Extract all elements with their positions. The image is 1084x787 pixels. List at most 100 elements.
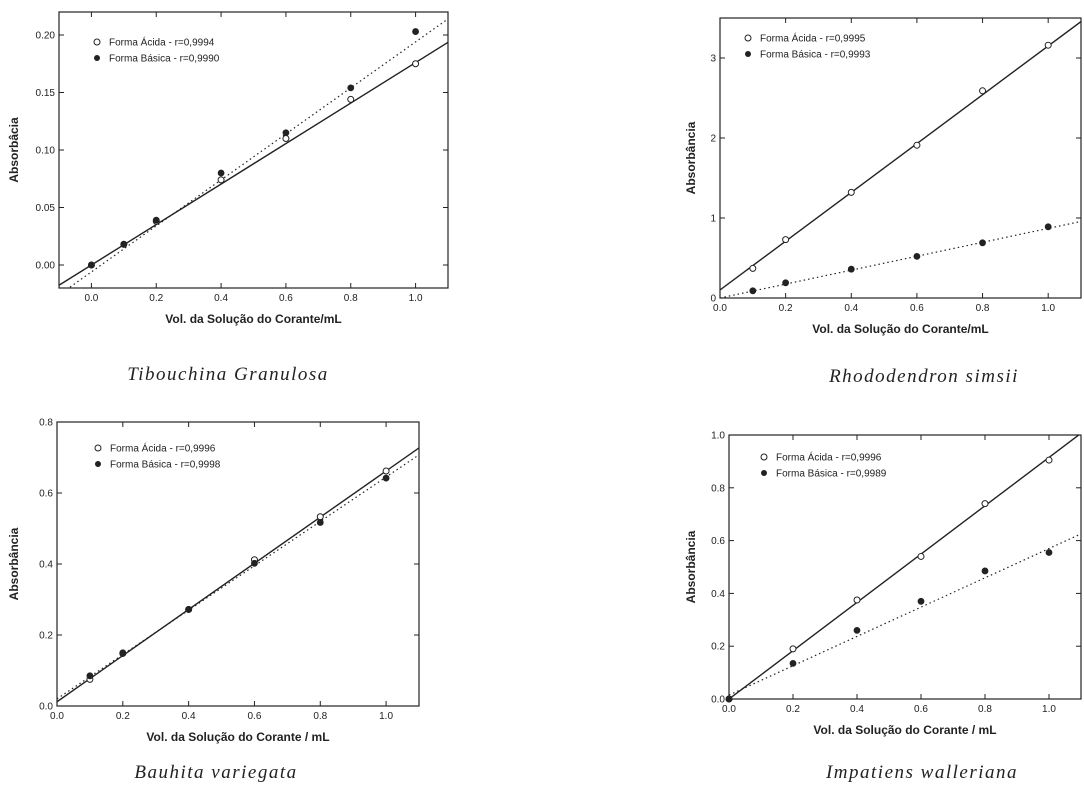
x-tick-label: 0.8 [976,303,990,314]
x-tick-label: 0.0 [50,711,64,722]
legend-marker-basic [745,51,751,57]
y-tick-label: 0.10 [36,146,56,157]
y-tick-label: 0.8 [711,483,725,494]
legend-label: Forma Ácida - r=0,9996 [110,442,216,455]
legend-label: Forma Básica - r=0,9998 [110,460,221,471]
chart-panel-rhododendron: 0.0 0.2 0.4 0.6 0.8 1.0 0 1 2 3 Vol. da Solução do… [684,17,1082,387]
data-point-basic [917,597,925,605]
x-tick-label: 0.4 [850,704,864,715]
data-point-basic [119,649,127,657]
data-point-acid [789,645,797,653]
y-tick-label: 0.0 [711,695,725,706]
x-tick-label: 0.2 [116,711,130,722]
fit-line-basic [720,220,1081,298]
x-tick-label: 0.6 [910,303,924,314]
x-tick-label: 0.0 [84,293,98,304]
data-point-acid [847,188,855,196]
chart-caption: Tibouchina Granulosa [127,364,329,385]
data-point-acid [913,141,921,149]
chart-panel-tibouchina: 0.0 0.2 0.4 0.6 0.8 1.0 0.00 0.05 0.10 0.15 0.20 Vo… [7,11,449,385]
data-point-basic [120,240,128,248]
data-point-basic [316,519,324,526]
data-point-acid [382,467,390,475]
data-point-basic [749,287,757,295]
legend-label: Forma Básica - r=0,9989 [776,469,887,480]
data-point-acid [1044,41,1052,49]
x-tick-label: 0.4 [182,711,196,722]
y-axis-title: Absorbância [684,530,698,603]
chart-panel-impatiens: 0.0 0.2 0.4 0.6 0.8 1.0 0.0 0.2 0.4 0.6 0.8 1.0 Vol.… [684,431,1082,783]
legend-label: Forma Ácida - r=0,9995 [760,32,866,45]
data-point-basic [1044,223,1052,231]
legend-marker-acid [94,444,102,452]
x-axis-title: Vol. da Solução do Corante/mL [812,322,988,336]
fit-line-acid [57,447,419,703]
y-tick-label: 1 [710,214,716,225]
fit-line-basic [57,454,419,700]
data-point-basic [347,84,355,92]
chart-caption: Bauhita variegata [134,762,297,783]
data-point-basic [853,626,861,634]
y-tick-label: 0.2 [39,631,53,642]
data-point-acid [217,176,225,184]
y-tick-label: 0.00 [36,261,56,272]
y-tick-label: 1.0 [711,431,725,442]
data-point-basic [979,239,986,247]
x-axis-title: Vol. da Solução do Corante / mL [146,730,329,744]
x-tick-label: 0.2 [786,704,800,715]
data-point-acid [782,236,790,244]
x-tick-label: 0.0 [713,303,727,314]
y-tick-label: 0.15 [36,88,56,99]
x-axis-title: Vol. da Solução do Corante/mL [165,312,341,326]
x-tick-label: 0.8 [344,293,358,304]
data-point-acid [316,513,324,521]
x-tick-label: 0.2 [149,293,163,304]
data-point-basic [1045,549,1053,556]
y-tick-label: 0.0 [39,702,53,713]
data-point-acid [853,596,861,604]
y-tick-label: 0.05 [36,203,56,214]
chart-caption: Rhododendron simsii [828,366,1019,387]
plot-frame [728,434,1082,700]
legend-marker-basic [94,55,100,61]
x-tick-label: 0.6 [914,704,928,715]
fit-line-basic [67,18,448,288]
data-point-basic [412,28,419,35]
data-point-basic [981,567,989,575]
legend-marker-basic [761,470,767,476]
legend-marker-acid [760,453,768,461]
x-tick-label: 0.6 [279,293,293,304]
data-point-basic [913,252,921,260]
fit-line-acid [729,435,1080,699]
legend-label: Forma Básica - r=0,9993 [760,50,871,61]
data-point-basic [251,559,258,567]
data-point-basic [217,169,225,177]
x-tick-label: 0.6 [248,711,262,722]
data-point-basic [86,672,94,680]
plot-frame [719,17,1082,299]
legend-marker-acid [93,38,101,46]
x-tick-label: 1.0 [1041,303,1055,314]
y-tick-label: 0.20 [36,31,56,42]
y-tick-label: 0 [710,294,716,305]
data-point-acid [412,60,420,68]
y-tick-label: 3 [710,54,716,65]
legend-marker-basic [95,461,101,467]
x-tick-label: 1.0 [409,293,423,304]
legend-label: Forma Básica - r=0,9990 [109,54,220,65]
data-point-basic [382,474,390,482]
data-point-basic [282,129,290,137]
data-point-acid [1045,456,1053,464]
x-tick-label: 1.0 [379,711,393,722]
fit-line-acid [720,21,1081,291]
x-tick-label: 0.2 [779,303,793,314]
y-axis-title: Absorbância [7,527,21,600]
y-tick-label: 0.2 [711,642,725,653]
data-point-acid [347,95,355,103]
fit-line-basic [729,533,1081,696]
data-point-acid [981,500,989,508]
y-tick-label: 0.4 [711,589,725,600]
data-point-basic [847,265,855,273]
data-point-basic [789,659,797,667]
